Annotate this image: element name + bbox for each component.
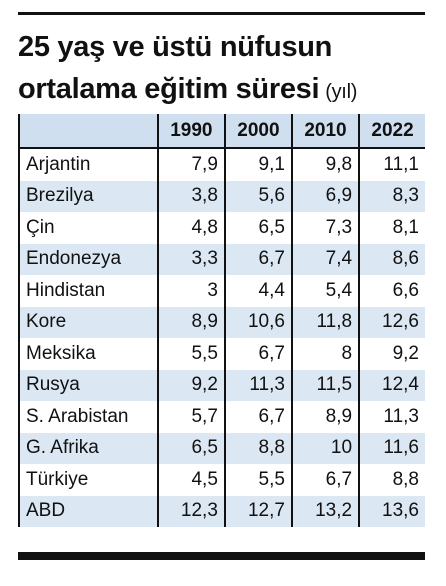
row-label: Çin	[18, 212, 158, 244]
cell: 9,2	[358, 338, 425, 370]
cell: 5,5	[156, 338, 225, 370]
column-header: 2010	[290, 114, 360, 149]
cell: 11,8	[290, 306, 360, 338]
table-row: Çin 4,8 6,5 7,3 8,1	[18, 212, 425, 244]
cell: 9,1	[223, 148, 292, 181]
row-label: Hindistan	[18, 275, 158, 307]
row-label: Meksika	[18, 338, 158, 370]
cell: 8,8	[223, 432, 292, 464]
cell: 11,3	[358, 401, 425, 433]
column-header: 2000	[223, 114, 292, 149]
cell: 8,6	[358, 243, 425, 275]
top-rule	[18, 12, 425, 15]
row-label: S. Arabistan	[18, 401, 158, 433]
title-line: 25 yaş ve üstü nüfusun	[18, 31, 333, 63]
table-row: Meksika 5,5 6,7 8 9,2	[18, 338, 425, 370]
cell: 3,3	[156, 243, 225, 275]
cell: 4,8	[156, 212, 225, 244]
row-label: Endonezya	[18, 243, 158, 275]
cell: 3	[156, 275, 225, 307]
cell: 11,1	[358, 148, 425, 181]
column-header: 1990	[156, 114, 225, 149]
cell: 12,7	[223, 495, 292, 527]
title: 25 yaş ve üstü nüfusun ortalama eğitim s…	[18, 26, 438, 113]
table-row: Kore 8,9 10,6 11,8 12,6	[18, 306, 425, 338]
cell: 12,3	[156, 495, 225, 527]
cell: 4,5	[156, 464, 225, 496]
cell: 7,9	[156, 148, 225, 181]
title-line: ortalama eğitim süresi	[18, 73, 320, 105]
cell: 6,9	[290, 180, 360, 212]
cell: 5,5	[223, 464, 292, 496]
cell: 8,1	[358, 212, 425, 244]
cell: 10	[290, 432, 360, 464]
cell: 10,6	[223, 306, 292, 338]
bottom-rule	[18, 552, 425, 560]
row-label: Arjantin	[18, 148, 158, 181]
cell: 11,3	[223, 369, 292, 401]
table-row: Rusya 9,2 11,3 11,5 12,4	[18, 369, 425, 401]
cell: 12,6	[358, 306, 425, 338]
table-body: Arjantin 7,9 9,1 9,8 11,1 Brezilya 3,8 5,6 6,9 8,…	[18, 148, 425, 527]
cell: 8,3	[358, 180, 425, 212]
row-label: Rusya	[18, 369, 158, 401]
column-header: 2022	[358, 114, 425, 149]
cell: 6,5	[156, 432, 225, 464]
table-row: Endonezya 3,3 6,7 7,4 8,6	[18, 243, 425, 275]
cell: 7,4	[290, 243, 360, 275]
table-row: Hindistan 3 4,4 5,4 6,6	[18, 275, 425, 307]
cell: 4,4	[223, 275, 292, 307]
row-label: Türkiye	[18, 464, 158, 496]
unit: (yıl)	[325, 81, 358, 103]
cell: 5,6	[223, 180, 292, 212]
cell: 13,6	[358, 495, 425, 527]
cell: 6,6	[358, 275, 425, 307]
cell: 9,8	[290, 148, 360, 181]
header-row: 1990 2000 2010 2022	[18, 114, 425, 149]
table-row: Arjantin 7,9 9,1 9,8 11,1	[18, 148, 425, 181]
table-row: Türkiye 4,5 5,5 6,7 8,8	[18, 464, 425, 496]
cell: 7,3	[290, 212, 360, 244]
table-row: G. Afrika 6,5 8,8 10 11,6	[18, 432, 425, 464]
title-line: ortalama eğitim süresi (yıl)	[18, 68, 438, 113]
cell: 8,8	[358, 464, 425, 496]
cell: 8	[290, 338, 360, 370]
cell: 12,4	[358, 369, 425, 401]
cell: 8,9	[290, 401, 360, 433]
cell: 11,6	[358, 432, 425, 464]
cell: 11,5	[290, 369, 360, 401]
cell: 5,4	[290, 275, 360, 307]
table-row: Brezilya 3,8 5,6 6,9 8,3	[18, 180, 425, 212]
cell: 6,7	[290, 464, 360, 496]
table: 1990 2000 2010 2022 Arjantin 7,9 9,1 9,8 11,1 Br…	[18, 114, 425, 527]
row-label: ABD	[18, 495, 158, 527]
cell: 6,7	[223, 338, 292, 370]
table-row: ABD 12,3 12,7 13,2 13,6	[18, 495, 425, 527]
cell: 8,9	[156, 306, 225, 338]
cell: 6,7	[223, 243, 292, 275]
cell: 13,2	[290, 495, 360, 527]
row-label: Kore	[18, 306, 158, 338]
cell: 6,5	[223, 212, 292, 244]
column-header	[18, 114, 158, 149]
row-label: Brezilya	[18, 180, 158, 212]
cell: 6,7	[223, 401, 292, 433]
cell: 3,8	[156, 180, 225, 212]
cell: 5,7	[156, 401, 225, 433]
row-label: G. Afrika	[18, 432, 158, 464]
cell: 9,2	[156, 369, 225, 401]
table-row: S. Arabistan 5,7 6,7 8,9 11,3	[18, 401, 425, 433]
